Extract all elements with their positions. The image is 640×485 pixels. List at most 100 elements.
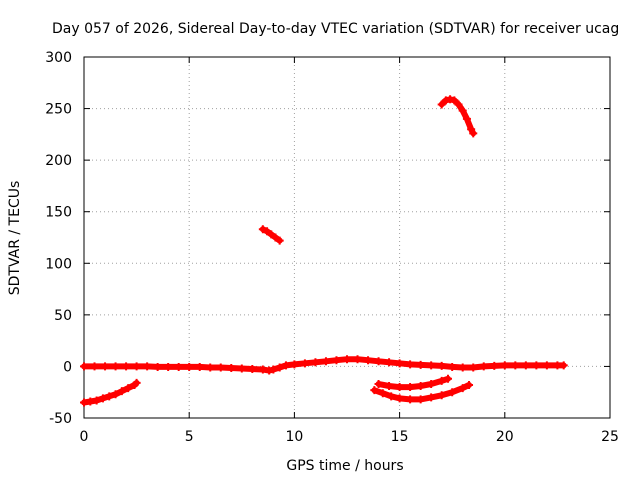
data-point [446, 95, 455, 104]
data-point [143, 362, 152, 371]
data-point [122, 362, 131, 371]
y-tick-label: 300 [45, 50, 72, 66]
x-tick-label: 15 [391, 429, 409, 445]
x-tick-label: 10 [285, 429, 303, 445]
data-point [332, 356, 341, 365]
data-point [321, 357, 330, 366]
data-point [441, 96, 450, 105]
data-point [387, 392, 396, 401]
x-tick-label: 5 [185, 429, 194, 445]
data-point [98, 394, 107, 403]
data-point [559, 361, 568, 370]
data-point [80, 398, 88, 407]
data-point [450, 96, 459, 105]
data-point [92, 396, 101, 405]
data-point [111, 362, 120, 371]
data-point [465, 380, 474, 389]
y-axis-label: SDTVAR / TECUs [7, 181, 23, 296]
data-point [469, 129, 478, 138]
data-point [462, 114, 471, 123]
data-point [458, 363, 467, 372]
data-point [267, 230, 276, 239]
plot-frame [83, 56, 611, 419]
data-point [248, 365, 257, 374]
data-point [437, 391, 446, 400]
data-point [86, 397, 95, 406]
data-point [395, 383, 404, 392]
data-point [378, 389, 387, 398]
data-point [227, 363, 236, 372]
x-tick-label: 0 [80, 429, 89, 445]
data-point [185, 362, 194, 371]
data-point [364, 356, 373, 365]
x-tick-label: 20 [496, 429, 514, 445]
data-point [311, 358, 320, 367]
data-point [542, 361, 551, 370]
data-point [406, 395, 415, 404]
data-point [353, 355, 362, 364]
y-tick-label: 250 [45, 102, 72, 118]
chart-title: Day 057 of 2026, Sidereal Day-to-day VTE… [52, 21, 619, 37]
y-tick-label: 200 [45, 153, 72, 169]
data-point [479, 362, 488, 371]
data-point [427, 361, 436, 370]
data-point [258, 365, 267, 374]
y-tick-label: 150 [45, 205, 72, 221]
data-point [132, 378, 141, 387]
data-point [427, 379, 436, 388]
data-point [174, 362, 183, 371]
data-point [416, 382, 425, 391]
data-point [406, 360, 415, 369]
data-point [521, 361, 530, 370]
data-point [448, 388, 457, 397]
data-point [437, 361, 446, 370]
data-point [258, 225, 267, 234]
data-point [153, 362, 162, 371]
data-point [385, 358, 394, 367]
data-point [124, 384, 133, 393]
data-point [290, 360, 299, 369]
y-tick-label: -50 [49, 411, 72, 427]
data-point [385, 382, 394, 391]
data-point [374, 357, 383, 366]
data-point [281, 361, 290, 370]
data-point [300, 359, 309, 368]
data-point [427, 393, 436, 402]
data-point [263, 227, 272, 236]
data-point [395, 359, 404, 368]
data-point [416, 360, 425, 369]
data-point [206, 363, 215, 372]
y-tick-label: 100 [45, 256, 72, 272]
data-point [437, 100, 446, 109]
data-point [437, 376, 446, 385]
data-point [443, 374, 452, 383]
data-point [132, 362, 141, 371]
data-point [271, 233, 280, 242]
data-point [532, 361, 541, 370]
data-point [343, 355, 351, 364]
data-point [275, 236, 284, 245]
data-point [275, 363, 284, 372]
data-point [117, 387, 126, 396]
data-point [511, 361, 520, 370]
data-point [269, 365, 278, 374]
data-point [265, 366, 274, 375]
data-point [467, 125, 476, 134]
data-point [90, 362, 99, 371]
data-point [416, 395, 425, 404]
data-point [448, 362, 457, 371]
x-tick-label: 25 [601, 429, 619, 445]
data-point [406, 383, 415, 392]
data-point [490, 361, 499, 370]
data-point [500, 361, 509, 370]
data-point [370, 386, 379, 395]
data-point [195, 362, 204, 371]
data-point [111, 390, 120, 399]
data-point [458, 384, 467, 393]
data-point [216, 363, 225, 372]
data-point [105, 392, 114, 401]
data-point [395, 394, 404, 403]
data-point [458, 106, 467, 115]
